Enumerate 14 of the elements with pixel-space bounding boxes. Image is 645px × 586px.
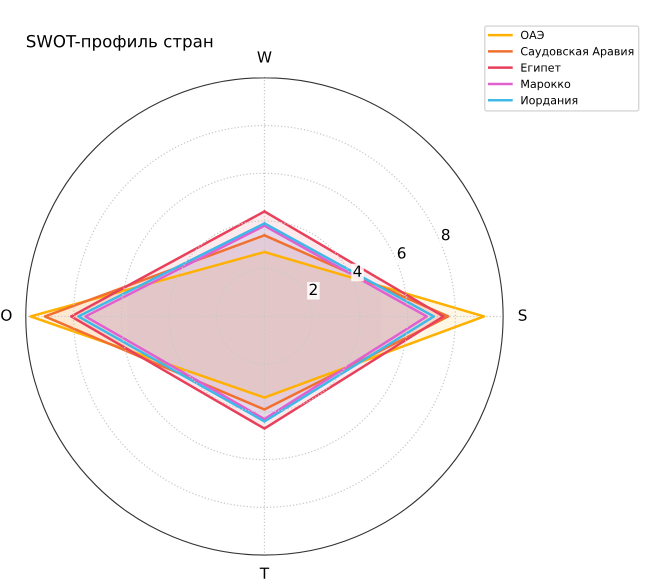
legend-label: Египет — [521, 63, 561, 72]
y-tick-label: 2 — [310, 284, 317, 295]
legend-label: ОАЭ — [520, 30, 544, 40]
legend-label: Саудовская Аравия — [520, 47, 634, 58]
spoke-label: W — [257, 51, 272, 63]
legend-label: Марокко — [521, 80, 570, 90]
spoke-label: O — [1, 309, 12, 321]
spoke-label: T — [260, 568, 270, 579]
legend-label: Иордания — [521, 96, 578, 107]
text: SWOT-профиль стран — [26, 34, 212, 51]
y-tick-label: 4 — [353, 266, 362, 277]
y-tick-label: 8 — [442, 228, 450, 240]
spoke-label: S — [518, 309, 527, 321]
y-tick-label: 6 — [398, 247, 406, 259]
